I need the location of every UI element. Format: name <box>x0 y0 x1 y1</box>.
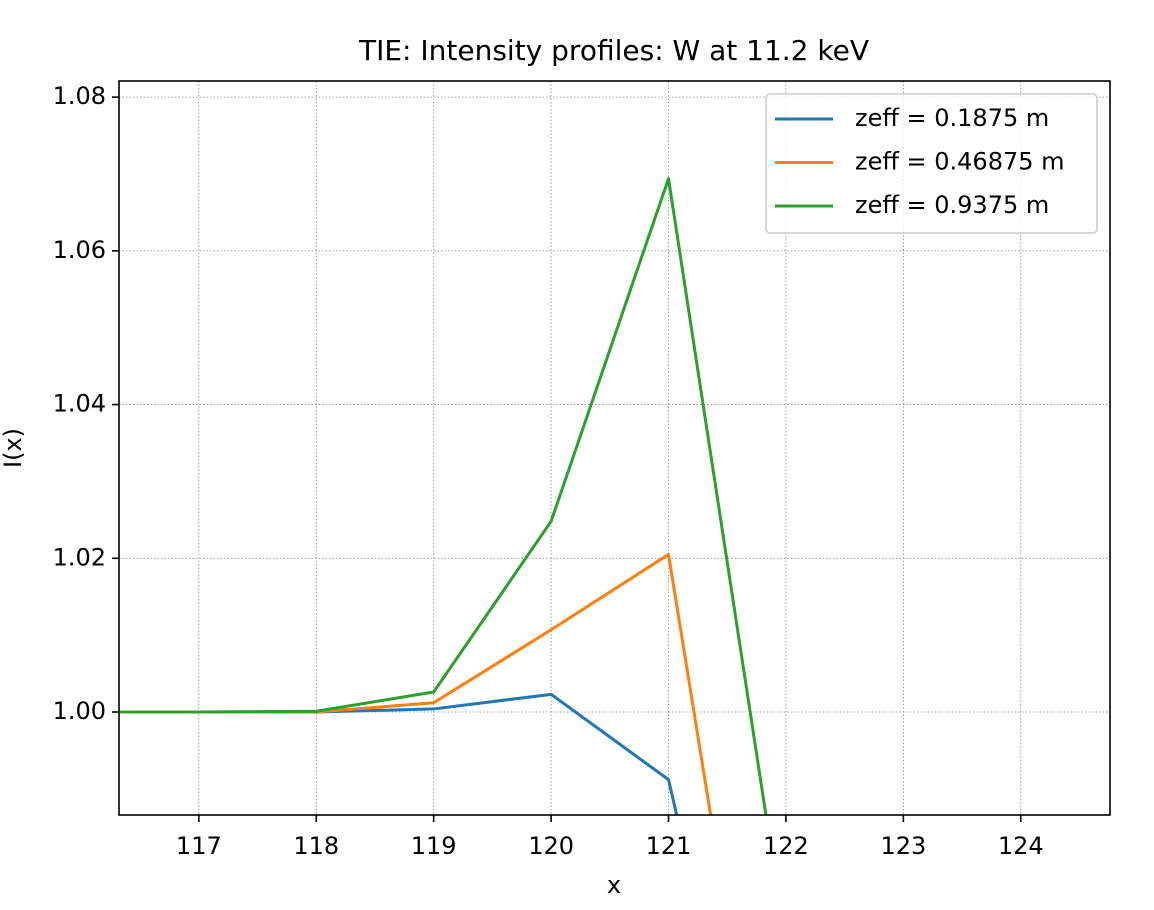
series-line <box>119 177 768 815</box>
x-axis-label: x <box>607 871 621 899</box>
legend-label: zeff = 0.46875 m <box>855 148 1065 176</box>
y-tick-label: 1.08 <box>53 82 106 110</box>
y-tick-label: 1.06 <box>53 236 106 264</box>
x-tick-label: 123 <box>880 832 926 860</box>
x-tick-label: 124 <box>998 832 1044 860</box>
legend-box <box>765 93 1098 234</box>
x-tick-label: 118 <box>293 832 339 860</box>
ticks: 117 118 119 120 121 122 123 124 1.00 1.02 1.04 1.06… <box>53 82 1044 860</box>
legend: zeff = 0.1875 m zeff = 0.46875 m zeff = 0.… <box>765 93 1098 234</box>
plot-frame <box>118 80 1111 816</box>
chart-title: TIE: Intensity profiles: W at 11.2 keV <box>358 34 869 67</box>
y-tick-label: 1.02 <box>53 543 106 571</box>
x-tick-label: 119 <box>411 832 457 860</box>
legend-label: zeff = 0.9375 m <box>855 191 1049 219</box>
y-tick-label: 1.04 <box>53 390 106 418</box>
legend-label: zeff = 0.1875 m <box>855 104 1049 132</box>
y-tick-label: 1.00 <box>53 697 106 725</box>
x-tick-label: 117 <box>176 832 222 860</box>
plot-lines <box>119 177 768 815</box>
x-tick-label: 122 <box>763 832 809 860</box>
y-axis-label: I(x) <box>0 428 27 468</box>
x-tick-label: 121 <box>646 832 692 860</box>
x-tick-label: 120 <box>528 832 574 860</box>
